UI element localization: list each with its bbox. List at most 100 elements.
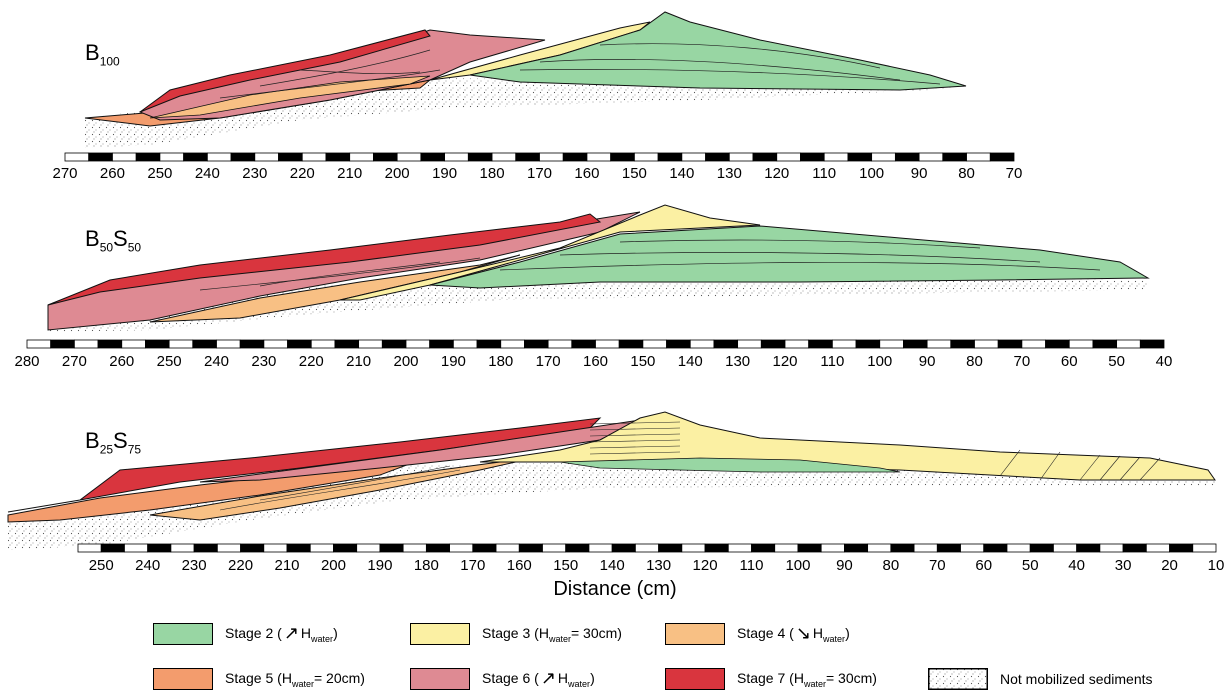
ruler-segment <box>254 152 279 162</box>
ruler-tick-label: 210 <box>275 557 300 574</box>
ruler-tick-label: 180 <box>488 353 513 370</box>
ruler-segment <box>216 339 241 349</box>
ruler-segment <box>286 543 311 553</box>
ruler-segment <box>50 339 75 349</box>
legend-stage4-label: Stage 4 (↘ Hwater) <box>737 622 850 644</box>
ruler-tick-label: 260 <box>100 165 125 182</box>
ruler-segment <box>658 543 683 553</box>
ruler-segment <box>112 152 137 162</box>
ruler-segment <box>855 339 881 349</box>
ruler-segment <box>349 152 374 162</box>
ruler-segment <box>64 152 90 162</box>
ruler-segment <box>420 152 446 162</box>
ruler-tick-label: 200 <box>385 165 410 182</box>
ruler-segment <box>518 543 543 553</box>
ruler-segment <box>159 152 185 162</box>
ruler-segment <box>800 152 825 162</box>
ruler-tick-label: 270 <box>62 353 87 370</box>
ruler-tick-label: 220 <box>228 557 253 574</box>
ruler-segment <box>97 339 123 349</box>
ruler-tick-label: 60 <box>1061 353 1078 370</box>
ruler-tick-label: 180 <box>414 557 439 574</box>
ruler-tick-label: 160 <box>507 557 532 574</box>
panel-b100 <box>84 11 967 148</box>
internal-laminae-1 <box>219 43 941 99</box>
panel-label-b50s50: B50S50 <box>85 226 142 255</box>
ruler-segment <box>542 543 567 553</box>
x-axis-title: Distance (cm) <box>553 578 677 600</box>
legend-stage7-label: Stage 7 (Hwater= 30cm) <box>737 669 877 689</box>
ruler-tick-label: 200 <box>321 557 346 574</box>
ruler-tick-label: 210 <box>346 353 371 370</box>
ruler-segment <box>926 339 952 349</box>
ruler-segment <box>333 543 358 553</box>
ruler-tick-label: 210 <box>337 165 362 182</box>
ruler-segment <box>1169 543 1194 553</box>
ruler-tick-label: 20 <box>1161 557 1178 574</box>
ruler-tick-label: 200 <box>393 353 418 370</box>
ruler-segment <box>1122 543 1147 553</box>
legend-stage2: Stage 2 (↗ Hwater) <box>153 622 338 646</box>
ruler-segment <box>960 543 985 553</box>
sediment-base-2 <box>48 270 1148 332</box>
ruler-segment <box>524 339 549 349</box>
ruler-segment <box>467 152 493 162</box>
stage3-layer-2 <box>339 204 761 301</box>
distance-ruler-1: 270 260 250 240 230 220 210 200 190 180 170 160 150 1… <box>52 152 1023 182</box>
ruler-segment <box>216 543 241 553</box>
ruler-segment <box>495 543 520 553</box>
legend-sediments-label: Not mobilized sediments <box>1000 671 1153 687</box>
ruler-segment <box>168 339 194 349</box>
ruler-segment <box>586 152 612 162</box>
ruler-segment <box>381 339 407 349</box>
ruler-segment <box>356 543 381 553</box>
ruler-segment <box>239 339 265 349</box>
ruler-tick-label: 250 <box>157 353 182 370</box>
ruler-segment <box>1092 339 1118 349</box>
ruler-tick-label: 130 <box>725 353 750 370</box>
ruler-segment <box>983 543 1008 553</box>
ruler-segment <box>147 543 172 553</box>
ruler-tick-label: 130 <box>717 165 742 182</box>
ruler-segment <box>871 152 896 162</box>
panel-b25s75 <box>7 411 1216 550</box>
ruler-segment <box>287 339 312 349</box>
ruler-segment <box>444 152 469 162</box>
stage2-swatch <box>153 623 213 645</box>
ruler-segment <box>618 339 644 349</box>
ruler-segment <box>452 339 478 349</box>
ruler-tick-label: 120 <box>693 557 718 574</box>
ruler-segment <box>358 339 383 349</box>
ruler-segment <box>831 339 857 349</box>
stage4-layer-2 <box>149 254 521 323</box>
ruler-tick-label: 100 <box>867 353 892 370</box>
ruler-segment <box>135 152 161 162</box>
ruler-segment <box>752 152 778 162</box>
ruler-tick-label: 230 <box>251 353 276 370</box>
ruler-tick-label: 110 <box>740 557 764 574</box>
ruler-segment <box>539 152 564 162</box>
ruler-segment <box>1068 339 1094 349</box>
ruler-segment <box>1099 543 1124 553</box>
ruler-tick-label: 220 <box>299 353 324 370</box>
ruler-tick-label: 240 <box>135 557 160 574</box>
ruler-segment <box>751 543 776 553</box>
ruler-tick-label: 280 <box>14 353 39 370</box>
ruler-segment <box>1006 543 1031 553</box>
ruler-segment <box>1192 543 1217 553</box>
ruler-segment <box>571 339 596 349</box>
stage5-swatch <box>153 668 213 690</box>
ruler-segment <box>634 543 660 553</box>
ruler-tick-label: 250 <box>89 557 114 574</box>
ruler-segment <box>240 543 265 553</box>
ruler-segment <box>918 152 944 162</box>
ruler-segment <box>760 339 786 349</box>
ruler-segment <box>823 152 849 162</box>
ruler-segment <box>405 339 431 349</box>
ruler-segment <box>942 152 967 162</box>
stage2-layer-1 <box>469 11 967 91</box>
ruler-tick-label: 70 <box>1006 165 1023 182</box>
ruler-tick-label: 70 <box>1014 353 1031 370</box>
ruler-segment <box>183 152 208 162</box>
